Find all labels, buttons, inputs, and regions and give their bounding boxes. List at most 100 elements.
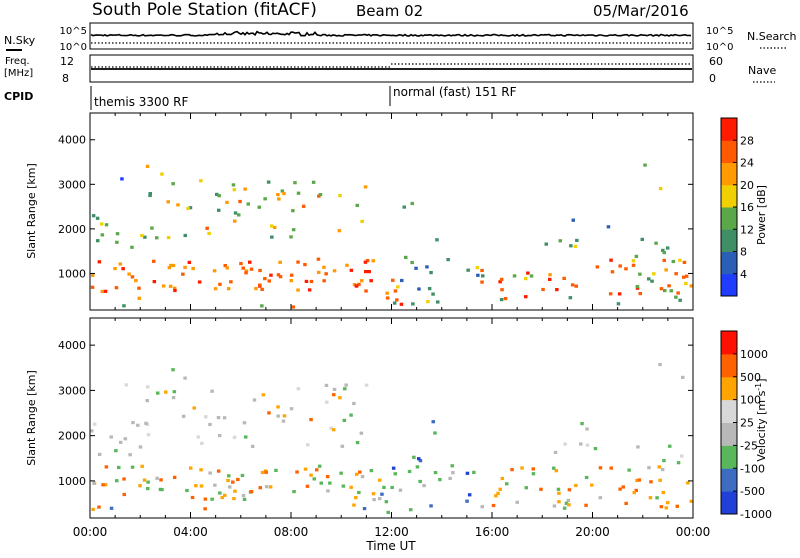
colorbar-segment [721,184,737,208]
echo-cell [524,277,528,281]
time-tick-label: 16:00 [475,525,510,539]
echo-cell [274,468,278,472]
echo-cell [372,498,376,502]
echo-cell [189,466,193,470]
nsky-tick-bottom: 10^0 [60,42,87,53]
echo-cell [584,503,588,507]
echo-cell [584,475,589,480]
y-tick-label: 3000 [58,178,86,191]
echo-cell [475,266,480,270]
echo-cell [311,180,316,184]
echo-cell [365,259,370,263]
echo-cell [222,416,227,420]
colorbar-tick-label: 4 [740,268,747,281]
echo-cell [233,489,237,493]
echo-cell [357,282,361,286]
echo-cell [362,507,367,511]
echo-cell [91,507,95,511]
echo-cell [429,271,433,275]
echo-cell [176,203,180,207]
echo-cell [204,415,208,419]
echo-cell [674,295,678,299]
echo-cell [624,267,628,271]
echo-cell [660,468,665,472]
echo-cell [270,235,274,239]
echo-cell [292,490,296,494]
echo-cell [363,260,368,264]
echo-cell [610,270,615,274]
echo-cell [282,414,287,418]
echo-cell [172,390,177,394]
echo-cell [213,287,218,291]
echo-cell [183,233,187,238]
echo-cell [635,478,639,482]
echo-cell [643,163,647,167]
power-colorbar-label: Power [dB] [755,185,768,245]
echo-cell [318,193,323,197]
echo-cell [130,245,134,249]
echo-cell [349,413,353,417]
echo-cell [386,510,390,514]
colorbar-segment [721,331,737,355]
freq-panel-frame [89,54,694,83]
echo-cell [266,180,271,184]
echo-cell [450,464,454,468]
echo-cell [315,468,319,472]
echo-cell [339,471,343,475]
velocity-x-ticks [89,318,694,518]
echo-cell [363,185,368,189]
colorbar-segment [721,207,737,230]
echo-cell [322,279,326,283]
echo-cell [480,268,484,273]
echo-cell [203,507,207,511]
echo-cell [239,262,243,266]
echo-cell [354,496,358,500]
echo-cell [682,260,687,264]
echo-cell [505,482,509,486]
echo-cell [324,272,328,276]
echo-cell [296,191,301,195]
echo-cell [142,478,147,482]
colorbar-segment [721,140,737,163]
echo-cell [357,490,361,495]
echo-cell [90,429,94,433]
echo-cell [244,435,248,439]
echo-cell [276,414,280,418]
echo-cell [140,234,144,238]
echo-cell [261,393,266,397]
freq-unit-label: [MHz] [4,68,33,79]
y-tick-label: 1000 [58,267,86,280]
echo-cell [652,272,656,276]
echo-cell [654,241,658,245]
echo-cell [289,279,293,283]
echo-cell [481,274,485,278]
echo-cell [355,472,359,476]
echo-cell [681,375,685,379]
echo-cell [293,181,297,185]
echo-cell [684,281,688,286]
echo-cell [242,421,247,425]
echo-cell [341,484,346,488]
echo-cell [500,288,504,292]
echo-cell [249,490,254,494]
echo-cell [173,288,177,293]
echo-cell [678,258,682,262]
echo-cell [647,466,651,470]
echo-cell [510,468,514,472]
echo-cell [411,302,415,306]
echo-cell [380,492,384,496]
echo-cell [172,286,177,290]
freq-tick-bottom: 8 [62,72,69,85]
echo-cell [246,202,250,206]
echo-cell [277,197,281,201]
echo-cell [114,286,119,290]
echo-cell [686,481,690,485]
echo-cell [217,208,221,212]
echo-cell [97,452,102,456]
echo-cell [661,248,665,252]
echo-cell [210,389,214,393]
echo-cell [241,266,245,270]
echo-cell [289,235,293,239]
echo-cell [282,192,286,196]
echo-cell [97,260,102,264]
